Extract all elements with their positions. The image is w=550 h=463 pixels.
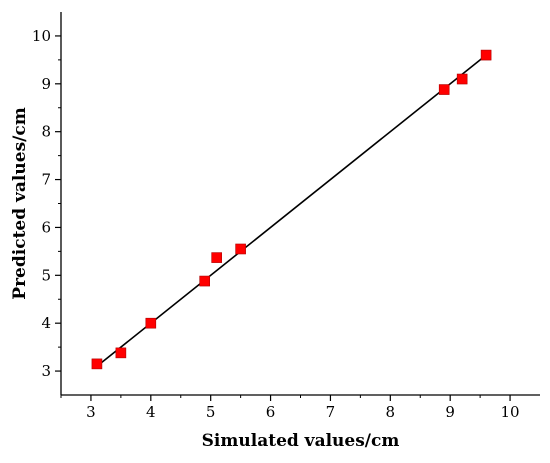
x-tick-label: 7 bbox=[326, 403, 336, 421]
x-tick-label: 6 bbox=[266, 403, 276, 421]
y-tick-label: 7 bbox=[41, 171, 51, 189]
data-points bbox=[91, 49, 492, 370]
data-point-7 bbox=[456, 73, 468, 85]
data-point-1 bbox=[115, 347, 127, 359]
y-axis-ticks: 3 4 5 6 7 8 9 10 bbox=[32, 27, 61, 380]
x-axis-ticks: 3 4 5 6 7 8 9 10 bbox=[60, 395, 520, 421]
data-point-4 bbox=[211, 252, 222, 263]
y-tick-label: 10 bbox=[32, 27, 51, 45]
y-tick-label: 9 bbox=[41, 75, 51, 93]
x-tick-label: 9 bbox=[445, 403, 455, 421]
y-tick-label: 8 bbox=[41, 123, 51, 141]
y-tick-label: 4 bbox=[41, 314, 51, 332]
data-point-3 bbox=[199, 275, 210, 287]
x-tick-label: 8 bbox=[386, 403, 396, 421]
data-point-8 bbox=[480, 49, 492, 61]
y-tick-label: 3 bbox=[41, 362, 51, 380]
x-tick-label: 3 bbox=[86, 403, 96, 421]
data-point-6 bbox=[438, 84, 450, 95]
y-tick-label: 6 bbox=[41, 218, 51, 236]
x-axis-title: Simulated values/cm bbox=[202, 431, 400, 451]
x-tick-label: 10 bbox=[501, 403, 520, 421]
data-point-5 bbox=[235, 243, 246, 255]
x-tick-label: 4 bbox=[146, 403, 156, 421]
y-tick-label: 5 bbox=[41, 266, 51, 284]
data-point-0 bbox=[91, 358, 103, 370]
fit-line bbox=[96, 54, 487, 367]
y-axis-title: Predicted values/cm bbox=[10, 107, 30, 299]
data-point-2 bbox=[145, 317, 157, 329]
x-tick-label: 5 bbox=[206, 403, 216, 421]
plot-area: 3 4 5 6 7 8 9 10 3 4 5 6 7 8 9 10 bbox=[32, 12, 540, 421]
